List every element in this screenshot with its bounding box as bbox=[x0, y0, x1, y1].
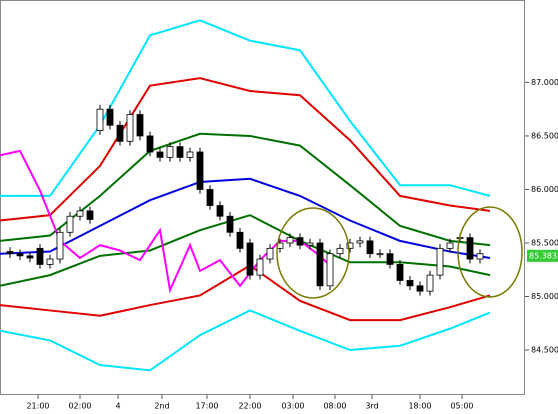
plot-area bbox=[0, 19, 491, 372]
candle-body bbox=[386, 253, 394, 265]
indicator-line bbox=[0, 309, 491, 372]
candle-body bbox=[226, 215, 234, 233]
candle-body bbox=[136, 114, 144, 137]
candle-body bbox=[126, 114, 134, 142]
candle-body bbox=[286, 237, 294, 244]
indicator-line bbox=[0, 77, 491, 222]
candle-body bbox=[246, 242, 254, 276]
candle-body bbox=[156, 151, 164, 158]
candle-body bbox=[256, 258, 264, 276]
candle-body bbox=[56, 231, 64, 260]
plot-frame bbox=[0, 0, 525, 395]
candle-body bbox=[446, 242, 454, 249]
candle-body bbox=[166, 146, 174, 158]
x-tick-label: 2nd bbox=[154, 402, 169, 411]
candle-body bbox=[206, 189, 214, 206]
candle-body bbox=[86, 210, 94, 220]
x-tick-label: 03:00 bbox=[281, 402, 304, 411]
candle-body bbox=[116, 124, 124, 142]
candle-body bbox=[416, 285, 424, 292]
x-tick-label: 3rd bbox=[365, 402, 378, 411]
candle-body bbox=[26, 255, 34, 259]
highlight-ellipse bbox=[276, 207, 350, 299]
y-tick-label: 86.500 bbox=[531, 131, 558, 140]
x-tick-label: 05:00 bbox=[450, 402, 473, 411]
y-tick-label: 84.500 bbox=[531, 346, 558, 355]
indicator-line bbox=[0, 214, 491, 287]
candle-body bbox=[376, 253, 384, 256]
y-tick-label: 85.000 bbox=[531, 292, 558, 301]
candle-body bbox=[6, 251, 14, 255]
price-label: 85.383 bbox=[529, 251, 557, 260]
candle-body bbox=[66, 215, 74, 233]
highlight-ellipse bbox=[457, 206, 523, 298]
candle-body bbox=[436, 247, 444, 276]
candle-body bbox=[236, 231, 244, 249]
x-tick-label: 17:00 bbox=[195, 402, 218, 411]
candle-body bbox=[36, 247, 44, 265]
price-marker bbox=[527, 249, 558, 262]
y-tick-label: 86.000 bbox=[531, 185, 558, 194]
x-tick-label: 21:00 bbox=[26, 402, 49, 411]
y-tick-label: 87.000 bbox=[531, 78, 558, 87]
indicator-line bbox=[0, 19, 491, 197]
candle-body bbox=[266, 247, 274, 260]
candle-body bbox=[336, 247, 344, 255]
candle-body bbox=[186, 151, 194, 158]
candle-body bbox=[406, 280, 414, 287]
candle-body bbox=[76, 210, 84, 217]
candle-body bbox=[146, 135, 154, 153]
x-tick-label: 4 bbox=[115, 402, 120, 411]
x-tick-label: 18:00 bbox=[408, 402, 431, 411]
y-tick-label: 85.500 bbox=[531, 238, 558, 247]
candle-body bbox=[346, 242, 354, 249]
candle-body bbox=[476, 253, 484, 260]
candle-body bbox=[326, 253, 334, 287]
candle-body bbox=[106, 108, 114, 126]
candle-body bbox=[306, 242, 314, 246]
x-tick-label: 08:00 bbox=[323, 402, 346, 411]
candle-body bbox=[176, 146, 184, 158]
candle-body bbox=[356, 240, 364, 244]
candle-body bbox=[366, 240, 374, 255]
candle-body bbox=[46, 258, 54, 265]
candle-body bbox=[216, 205, 224, 217]
candle-body bbox=[196, 151, 204, 190]
candle-body bbox=[96, 108, 104, 131]
candle-body bbox=[316, 242, 324, 287]
candle-body bbox=[296, 237, 304, 246]
candle-body bbox=[426, 274, 434, 292]
indicator-line bbox=[0, 177, 491, 259]
x-tick-label: 02:00 bbox=[68, 402, 91, 411]
x-tick-label: 22:00 bbox=[238, 402, 261, 411]
candle-body bbox=[396, 264, 404, 281]
candle-body bbox=[466, 237, 474, 260]
indicator-line bbox=[0, 132, 491, 247]
candle-body bbox=[16, 253, 24, 257]
